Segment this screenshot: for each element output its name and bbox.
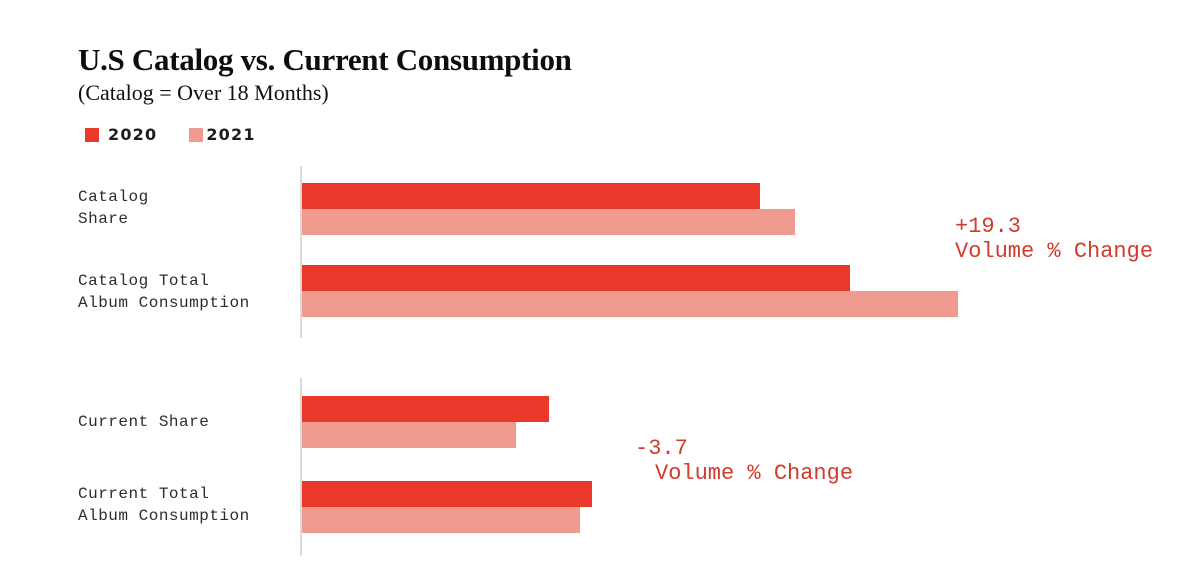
category-label-line: Catalog Total <box>78 272 210 290</box>
bar-catalog-total-2021 <box>302 291 958 317</box>
bars-layer <box>302 0 958 570</box>
bar-current-total-2021 <box>302 507 581 533</box>
chart-title: U.S Catalog vs. Current Consumption <box>78 42 572 77</box>
category-label-line: Catalog <box>78 188 149 206</box>
axis-line-catalog-section <box>300 166 302 338</box>
bar-catalog-share-2021 <box>302 209 796 235</box>
category-label-line: Share <box>78 210 129 228</box>
category-label-current-share: Current Share <box>78 411 209 433</box>
category-label-line: Current Total <box>78 485 210 503</box>
bar-current-share-2020 <box>302 396 550 422</box>
legend-swatch-2020 <box>85 127 99 142</box>
category-label-current-total: Current Total Album Consumption <box>78 483 250 527</box>
bar-catalog-share-2020 <box>302 183 760 209</box>
legend: 2020 2021 <box>85 125 256 144</box>
annotation-value: -3.7 <box>635 436 688 461</box>
axis-line-current-section <box>300 378 302 556</box>
annotation-label: Volume % Change <box>955 239 1154 264</box>
category-label-catalog-share: Catalog Share <box>78 186 149 230</box>
legend-label-2020: 2020 <box>108 125 158 144</box>
bar-catalog-total-2020 <box>302 265 850 291</box>
annotation-current-volume-change: -3.7 Volume % Change <box>635 436 853 486</box>
bar-current-share-2021 <box>302 422 516 448</box>
annotation-label: Volume % Change <box>655 461 854 486</box>
chart-subtitle: (Catalog = Over 18 Months) <box>78 80 329 105</box>
category-label-line: Album Consumption <box>78 294 250 312</box>
legend-swatch-2021 <box>189 127 204 142</box>
category-label-line: Album Consumption <box>78 507 250 525</box>
annotation-catalog-volume-change: +19.3 Volume % Change <box>955 214 1153 264</box>
bar-current-total-2020 <box>302 481 592 507</box>
category-label-line: Current Share <box>78 413 210 431</box>
category-label-catalog-total: Catalog Total Album Consumption <box>78 270 250 314</box>
annotation-value: +19.3 <box>955 214 1022 239</box>
legend-label-2021: 2021 <box>206 125 256 144</box>
